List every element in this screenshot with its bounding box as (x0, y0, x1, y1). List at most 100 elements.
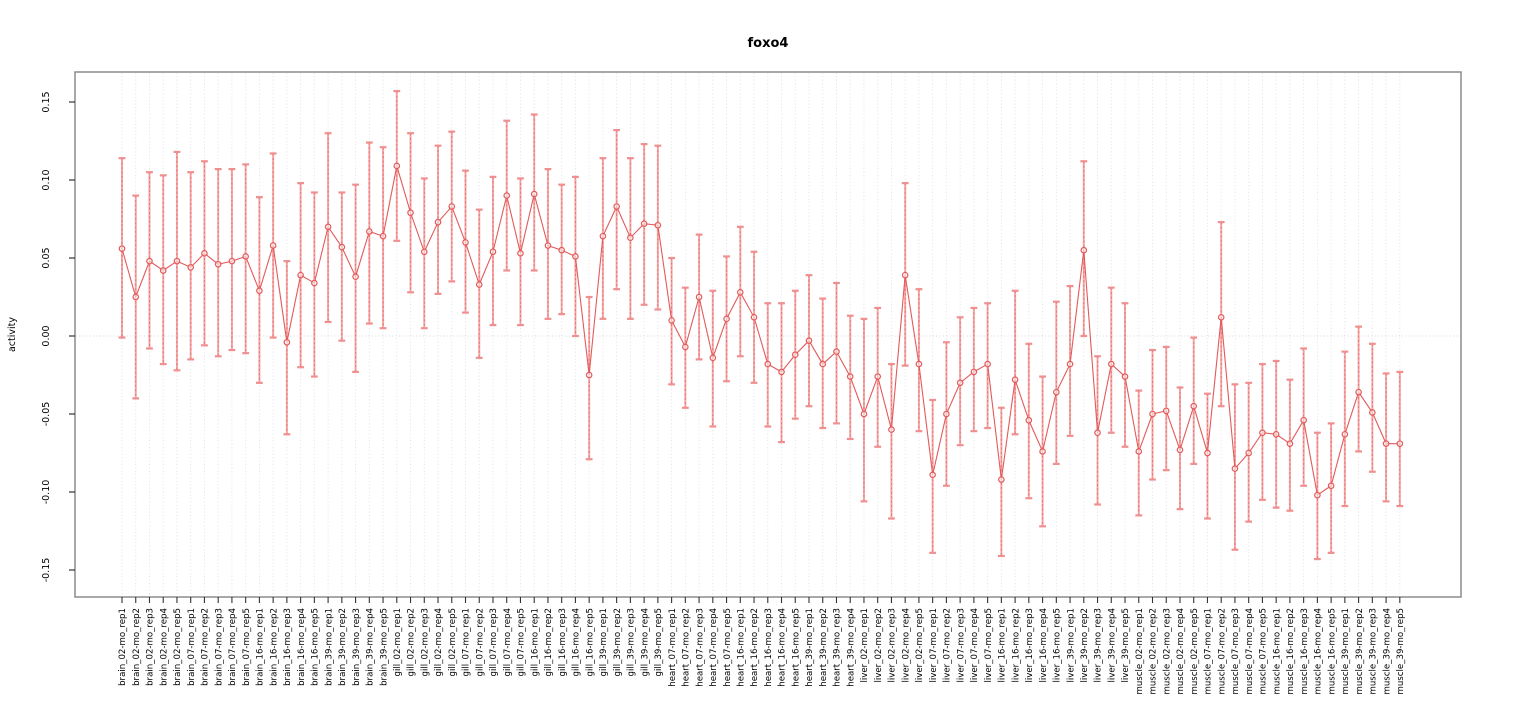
y-tick-label: 0.05 (41, 247, 52, 268)
x-tick-label: liver_07-mo_rep2 (943, 608, 953, 683)
data-point-marker (201, 250, 208, 257)
data-point-marker (709, 354, 717, 362)
data-point-marker (1245, 449, 1252, 457)
data-point-marker (1259, 429, 1266, 437)
x-tick-label: muscle_39-mo_rep3 (1369, 608, 1379, 695)
data-point-marker (214, 260, 222, 268)
x-tick-label: heart_16-mo_rep1 (737, 608, 747, 687)
x-tick-label: liver_16-mo_rep3 (1025, 608, 1035, 683)
x-tick-label: liver_39-mo_rep5 (1121, 608, 1131, 683)
x-tick-label: brain_07-mo_rep1 (187, 608, 197, 686)
data-point-marker (1053, 388, 1060, 396)
y-tick-label: 0.15 (41, 91, 52, 112)
error-bar (1382, 372, 1390, 503)
data-point-marker (682, 343, 689, 351)
x-tick-label: muscle_02-mo_rep3 (1162, 608, 1172, 695)
x-tick-label: muscle_16-mo_rep3 (1300, 608, 1310, 695)
data-point-marker (159, 267, 167, 274)
x-tick-label: brain_07-mo_rep4 (228, 608, 238, 686)
data-point-marker (695, 293, 703, 301)
x-tick-label: muscle_39-mo_rep1 (1341, 608, 1351, 695)
data-point-marker (407, 209, 414, 217)
x-tick-label: brain_39-mo_rep1 (324, 608, 334, 686)
x-tick-label: brain_07-mo_rep3 (214, 608, 224, 686)
error-bar (1368, 342, 1376, 473)
x-tick-label: liver_39-mo_rep2 (1080, 608, 1090, 683)
data-point-marker (187, 264, 195, 271)
data-point-marker (943, 410, 950, 418)
x-tick-label: gill_07-mo_rep2 (475, 608, 485, 676)
data-point-marker (475, 281, 483, 288)
data-point-marker (1135, 448, 1143, 455)
data-point-marker (860, 410, 868, 418)
data-point-marker (585, 371, 593, 379)
x-tick-label: brain_39-mo_rep3 (352, 608, 362, 686)
data-point-marker (489, 248, 497, 256)
error-bar (1190, 336, 1198, 466)
data-point-marker (1341, 430, 1349, 438)
x-tick-label: brain_39-mo_rep5 (379, 608, 389, 686)
data-point-marker (1039, 448, 1046, 455)
data-point-marker (462, 239, 469, 246)
x-tick-label: muscle_16-mo_rep5 (1327, 608, 1337, 695)
data-point-marker (805, 337, 813, 344)
data-point-marker (1382, 440, 1390, 447)
x-tick-label: liver_16-mo_rep4 (1039, 608, 1049, 683)
error-bar (1341, 350, 1349, 508)
data-point-marker (1217, 313, 1225, 321)
x-tick-label: gill_07-mo_rep4 (503, 608, 513, 676)
error-bar (1052, 300, 1060, 466)
error-bar (338, 191, 346, 342)
x-tick-label: liver_07-mo_rep5 (984, 608, 994, 683)
x-axis: brain_02-mo_rep1 brain_02-mo_rep2 brain_02… (118, 597, 1406, 695)
data-point-marker (283, 338, 291, 346)
x-tick-label: brain_39-mo_rep2 (338, 608, 348, 686)
error-bar (1011, 289, 1019, 436)
y-tick-label: 0.10 (41, 169, 52, 190)
y-tick-label: -0.05 (41, 402, 52, 427)
x-tick-label: heart_07-mo_rep5 (723, 608, 733, 687)
data-point-marker (1300, 416, 1307, 424)
x-tick-label: liver_16-mo_rep5 (1053, 608, 1063, 683)
data-point-marker (1162, 407, 1170, 415)
x-tick-label: muscle_02-mo_rep2 (1149, 608, 1159, 695)
y-tick-label: 0.00 (41, 325, 52, 346)
data-point-marker (503, 192, 511, 199)
x-tick-label: gill_07-mo_rep1 (462, 608, 472, 676)
data-point-marker (1204, 449, 1211, 457)
x-tick-label: gill_02-mo_rep2 (407, 608, 417, 676)
x-tick-label: heart_07-mo_rep1 (668, 608, 678, 687)
x-tick-label: muscle_16-mo_rep4 (1314, 608, 1324, 695)
data-point-marker (420, 248, 428, 256)
x-tick-label: liver_02-mo_rep3 (888, 608, 898, 683)
data-point-marker (242, 253, 249, 260)
data-point-marker (1066, 360, 1074, 368)
data-point-marker (118, 245, 126, 252)
x-tick-label: gill_02-mo_rep5 (448, 608, 458, 676)
x-tick-label: liver_07-mo_rep4 (970, 608, 980, 683)
data-point-marker (1121, 373, 1129, 380)
x-tick-label: gill_39-mo_rep3 (627, 608, 637, 676)
x-tick-label: heart_16-mo_rep3 (764, 608, 774, 687)
x-tick-label: gill_16-mo_rep1 (530, 608, 540, 676)
data-point-marker (1094, 429, 1101, 437)
x-tick-label: gill_39-mo_rep1 (599, 608, 609, 676)
x-tick-label: heart_39-mo_rep2 (819, 608, 829, 687)
x-tick-label: heart_39-mo_rep4 (846, 608, 856, 687)
data-point-marker (1286, 440, 1294, 447)
data-point-marker (984, 360, 991, 368)
error-bar (1396, 370, 1404, 508)
data-point-marker (956, 379, 964, 387)
x-tick-label: heart_39-mo_rep1 (805, 608, 815, 687)
x-tick-label: gill_16-mo_rep5 (585, 608, 595, 676)
x-tick-label: brain_02-mo_rep4 (159, 608, 169, 686)
x-tick-label: brain_16-mo_rep4 (297, 608, 307, 686)
data-point-marker (613, 203, 620, 210)
x-tick-label: brain_16-mo_rep2 (269, 608, 279, 686)
x-tick-label: liver_02-mo_rep1 (860, 608, 870, 683)
x-tick-label: gill_16-mo_rep2 (544, 608, 554, 676)
x-tick-label: muscle_02-mo_rep5 (1190, 608, 1200, 695)
data-points (118, 162, 1404, 499)
x-tick-label: liver_02-mo_rep4 (901, 608, 911, 683)
y-tick-label: -0.10 (41, 480, 52, 505)
